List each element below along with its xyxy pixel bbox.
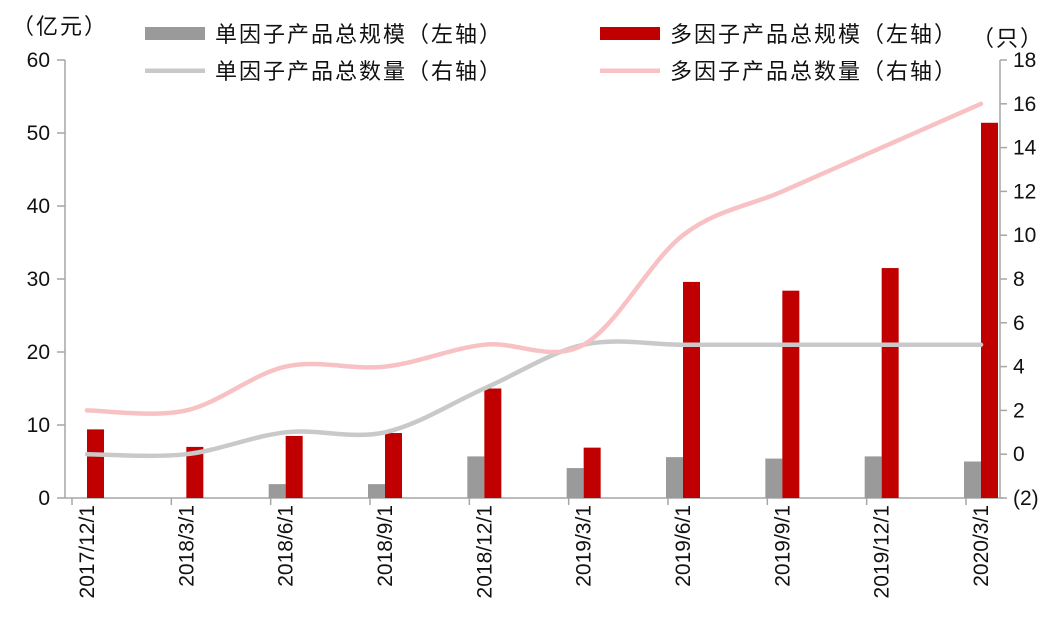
y-right-tick-label-18: 18 [1013,49,1036,72]
multi_scale-bar-6 [683,281,700,498]
right-axis-unit-label: （只） [972,27,1044,52]
multi_scale-bar-7 [782,290,800,498]
single_scale-bar-4 [467,456,485,498]
x-axis-label-6: 2019/6/1 [672,505,695,587]
y-right-tick-label--2: (2) [1013,487,1039,510]
single_scale-legend-swatch [145,27,205,40]
single_scale-legend-label: 单因子产品总规模（左轴） [215,23,503,48]
x-axis-label-9: 2020/3/1 [970,505,993,587]
single_scale-bar-6 [666,457,683,498]
multi_count-legend-label: 多因子产品总数量（右轴） [670,60,958,85]
y-right-tick-label-6: 6 [1013,312,1025,335]
multi_scale-bar-8 [881,268,899,498]
y-left-tick-label-0: 0 [38,487,50,510]
y-right-tick-label-8: 8 [1013,268,1025,291]
left-axis-unit-label: （亿元） [12,15,108,40]
y-left-tick-label-50: 50 [27,122,50,145]
multi_count-legend-swatch [600,68,660,73]
multi_scale-bar-5 [583,447,601,498]
single_scale-bar-2 [268,484,286,498]
x-axis-labels: 2017/12/1 2018/3/1 2018/6/1 2018/9/1 2018/12… [76,505,993,598]
single_scale-bar-3 [368,484,385,498]
single_count-line [84,339,984,459]
multi_count-line [84,101,984,416]
y-left-tick-label-30: 30 [27,268,50,291]
multi_scale-legend-label: 多因子产品总规模（左轴） [670,23,958,48]
multi_scale-bar-0 [87,429,104,498]
y-left-tick-label-60: 60 [27,49,50,72]
y-right-tick-label-10: 10 [1013,224,1036,247]
y-right-tick-label-16: 16 [1013,93,1036,116]
x-axis-label-0: 2017/12/1 [76,505,99,598]
x-axis-label-3: 2018/9/1 [374,505,397,587]
y-right-tick-label-0: 0 [1013,443,1025,466]
bar-series-group [87,122,998,498]
multi_scale-legend-swatch [600,27,660,40]
multi_scale-bar-4 [484,388,502,498]
multi_scale-bar-1 [186,446,204,498]
x-axis-label-7: 2019/9/1 [771,505,794,587]
y-right-tick-label-14: 14 [1013,137,1037,160]
y-left-tick-label-40: 40 [27,195,50,218]
x-axis-label-8: 2019/12/1 [871,505,894,598]
x-axis-label-1: 2018/3/1 [175,505,198,587]
legend: 单因子产品总规模（左轴） 多因子产品总规模（左轴） 单因子产品总数量（右轴） 多因子产… [145,23,958,85]
axes: 0 10 20 30 40 50 60 (2) 0 2 4 6 8 10 12 14 16 18 [27,49,1039,510]
y-left-tick-label-10: 10 [27,414,50,437]
single_count-legend-swatch [145,68,205,73]
single_scale-bar-5 [566,468,584,498]
multi_scale-bar-3 [385,433,402,498]
multi_scale-bar-2 [285,435,303,498]
x-axis-label-4: 2018/12/1 [473,505,496,598]
y-right-tick-label-12: 12 [1013,180,1036,203]
y-left-tick-label-20: 20 [27,341,50,364]
single_scale-bar-7 [765,458,783,498]
line-series-group [84,101,984,459]
x-axis-label-2: 2018/6/1 [275,505,298,587]
multi_scale-bar-9 [981,122,998,498]
y-right-tick-label-2: 2 [1013,399,1025,422]
y-right-tick-label-4: 4 [1013,356,1025,379]
single_scale-bar-9 [964,461,981,498]
x-axis-label-5: 2019/3/1 [573,505,596,587]
single_count-legend-label: 单因子产品总数量（右轴） [215,60,503,85]
single_scale-bar-8 [864,456,882,498]
